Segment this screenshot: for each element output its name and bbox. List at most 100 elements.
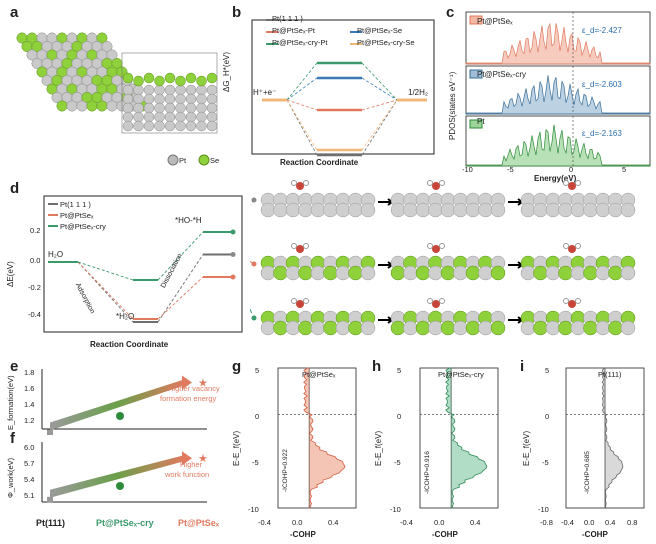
connector: [361, 99, 398, 156]
connector: [361, 62, 398, 101]
h-xlabel: -COHP: [432, 530, 458, 539]
b-xlabel: Reaction Coordinate: [280, 158, 359, 167]
h-xtick-1: -0.4: [400, 518, 413, 527]
se-atom: [56, 100, 68, 112]
pt-atom: [206, 111, 218, 123]
panel-d-structures: [250, 180, 636, 336]
pt-atom: [164, 102, 176, 114]
arrow-icon: [508, 261, 525, 269]
se-atom: [390, 320, 406, 336]
c-sub1-name: Pt@PtSeₓ: [477, 17, 513, 26]
se-atom: [133, 75, 144, 87]
pt-atom: [66, 100, 78, 112]
connector: [286, 77, 318, 101]
pt-atom: [285, 202, 301, 218]
f-xcat-1: Pt(111): [36, 518, 66, 528]
d-legend-3: Pt@PtSeₓ-cry: [60, 222, 106, 231]
h-ylabel: E-E_f(eV): [374, 430, 383, 466]
pt-atom: [285, 265, 301, 281]
pt-atom: [595, 202, 611, 218]
panel-f-chart: ★: [41, 442, 208, 503]
pt-atom: [185, 84, 197, 96]
se-atom: [583, 265, 598, 281]
pt-atom: [620, 320, 636, 336]
se-atom: [96, 32, 108, 44]
i-xtick-5: 0.8: [627, 518, 638, 527]
f-ytick-2: 5.7: [24, 459, 35, 468]
pt-atom: [403, 265, 418, 281]
i-title: Pt(111): [598, 370, 622, 379]
se-atom: [185, 72, 197, 84]
se-atom: [490, 320, 506, 336]
pt-atom: [428, 320, 443, 336]
b-right-label: 1/2H₂: [408, 88, 429, 97]
pt-atom: [154, 120, 165, 132]
pt-atom: [520, 320, 536, 336]
pt-atom: [122, 120, 134, 132]
point-Pt(111): [47, 496, 53, 503]
pt-atom: [122, 102, 134, 114]
point-Pt(111): [47, 429, 53, 435]
pt-atom: [545, 202, 561, 218]
pt-atom: [570, 320, 586, 336]
cohp-curve: [303, 367, 346, 509]
pt-atom: [196, 102, 207, 114]
connector: [286, 99, 318, 156]
pt-atom: [164, 111, 176, 123]
pt-atom: [403, 320, 418, 336]
c-sub3-name: Pt: [477, 117, 485, 126]
pt-atom: [570, 202, 586, 218]
f-ytick-1: 6.0: [24, 443, 35, 452]
pt-atom: [545, 265, 561, 281]
i-ylabel: E-E_f(eV): [522, 430, 531, 466]
cell-box: [121, 52, 218, 134]
i-xlabel: -COHP: [582, 530, 608, 539]
se-atom: [348, 320, 363, 336]
e-ytick-3: 1.4: [24, 400, 35, 409]
pt-atom: [175, 120, 186, 132]
d-star-h2o: *H₂O: [116, 312, 135, 321]
panel-d-chart: [43, 195, 243, 333]
trend-arrowhead: [182, 375, 192, 390]
cohp-curve: [445, 367, 488, 509]
f-ytick-4: 5.1: [24, 491, 35, 500]
se-atom: [323, 320, 338, 336]
se-atom: [298, 265, 313, 281]
e-ytick-1: 1.8: [24, 368, 35, 377]
pt-atom: [206, 102, 218, 114]
pt-atom: [143, 111, 155, 123]
pt-atom: [595, 265, 611, 281]
pt-atom: [106, 100, 118, 112]
pt-atom: [164, 84, 176, 96]
pt-atom: [360, 320, 376, 336]
pt-atom: [428, 265, 443, 281]
d-ytick-4: -0.4: [28, 310, 41, 319]
hydrogen-atom: [303, 180, 309, 186]
se-atom: [415, 320, 431, 336]
b-legend-5: Pt@PtSeₓ-cry-Se: [357, 38, 415, 47]
pt-atom: [175, 84, 186, 96]
pt-atom: [440, 202, 456, 218]
connector: [286, 62, 318, 101]
g-title: Pt@PtSeₓ: [302, 370, 336, 379]
pt-atom: [206, 93, 218, 105]
c-sub1-ed: ε_d=-2.427: [582, 26, 622, 35]
panel-label-a: a: [10, 4, 19, 21]
g-ytick-4: -10: [248, 505, 259, 514]
connector: [77, 261, 134, 320]
pt-atom: [196, 84, 207, 96]
leader-line: [250, 308, 255, 319]
trend-arrow: [50, 379, 184, 431]
pt-atom: [453, 265, 468, 281]
c-xtick-4: 5: [622, 165, 627, 174]
oxygen-atom: [296, 245, 304, 253]
pt-atom: [335, 265, 351, 281]
d-hoh: *HO-*H: [175, 216, 202, 225]
pt-atom: [310, 202, 326, 218]
connector: [77, 261, 134, 323]
legend-pt-label: Pt: [179, 156, 187, 165]
point-Pt@PtSeₓ: ★: [198, 378, 208, 390]
pt-atom: [175, 93, 186, 105]
d-ytick-2: 0.0: [30, 256, 41, 265]
hydrogen-atom: [291, 243, 297, 249]
